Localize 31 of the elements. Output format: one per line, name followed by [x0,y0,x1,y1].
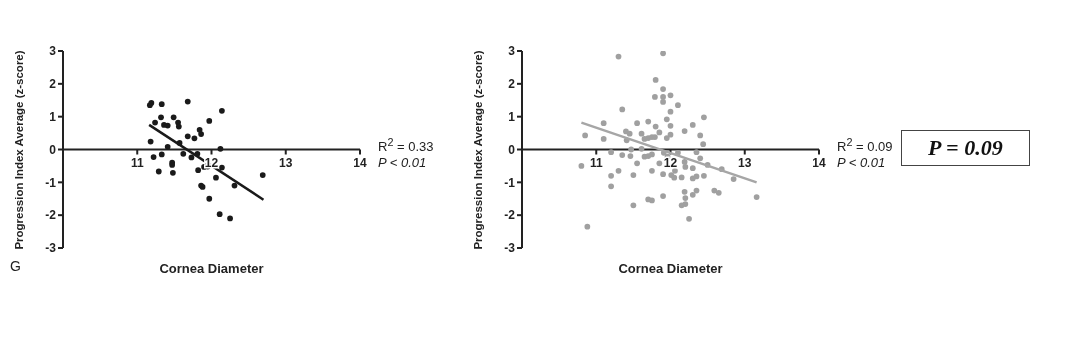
y-tick-label: 1 [49,109,57,124]
text: P = 0.09 [928,134,1003,160]
x-tick-label: 13 [279,155,293,170]
text: P < 0.01 [837,154,886,170]
y-tick-label: 2 [508,77,516,92]
x-axis-title: Cornea Diameter [617,261,724,276]
y-tick-label: -1 [504,175,516,190]
text: R$^{2}$ = 0.33 [378,135,434,154]
text: R$^{2}$ = 0.09 [837,135,893,154]
y-tick-label: -2 [45,208,57,223]
y-tick-label: 0 [49,142,57,157]
text: G [10,258,21,274]
x-tick-label: 11 [589,155,603,170]
y-axis-title: Progression Index Average (z-score) [471,49,485,250]
x-tick-label: 13 [738,155,752,170]
y-tick-label: -2 [504,208,516,223]
x-tick-label: 12 [663,155,678,170]
x-axis-title: Cornea Diameter [158,261,265,276]
x-tick-label: 11 [130,155,144,170]
y-axis-title: Progression Index Average (z-score) [12,49,26,250]
text: P < 0.01 [378,154,427,170]
y-tick-label: 1 [508,109,516,124]
y-tick-label: -3 [504,241,516,256]
y-tick-label: 0 [508,142,516,157]
y-tick-label: 2 [49,77,57,92]
y-tick-label: 3 [508,44,516,59]
y-tick-label: -1 [45,175,57,190]
y-tick-label: -3 [45,241,57,256]
x-tick-label: 14 [353,155,367,170]
x-tick-label: 14 [812,155,826,170]
y-tick-label: 3 [49,44,57,59]
